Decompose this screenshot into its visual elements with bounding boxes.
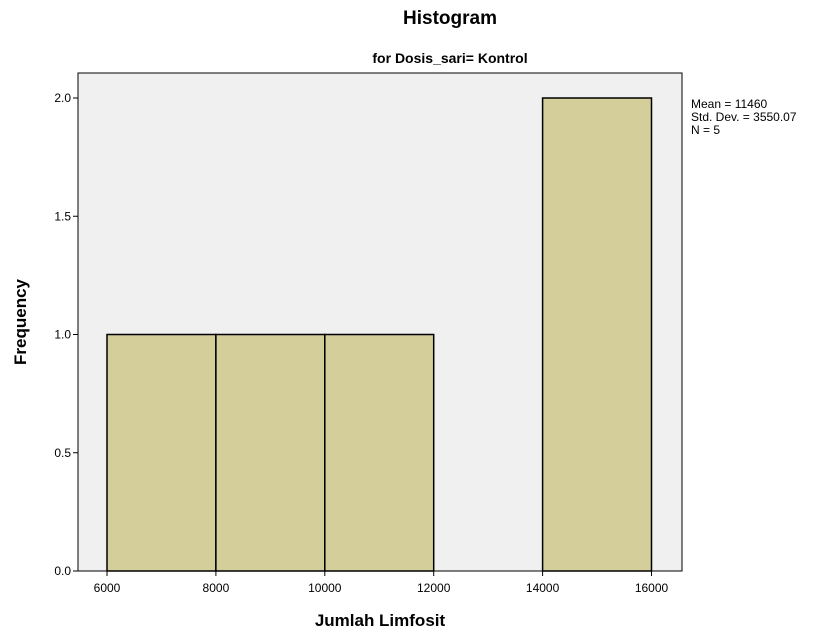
x-tick-label: 10000 bbox=[308, 581, 342, 595]
stat-mean: Mean = 11460 bbox=[691, 97, 768, 111]
histogram-bar-2 bbox=[324, 333, 435, 572]
y-tick-label: 2.0 bbox=[54, 91, 71, 105]
chart-title: Histogram bbox=[403, 8, 497, 29]
y-axis-label: Frequency bbox=[11, 278, 30, 365]
x-axis-label: Jumlah Limfosit bbox=[315, 611, 446, 630]
y-tick-label: 1.0 bbox=[54, 328, 71, 342]
y-tick-label: 1.5 bbox=[54, 209, 71, 223]
chart-subtitle: for Dosis_sari= Kontrol bbox=[372, 50, 528, 66]
y-tick-label: 0.0 bbox=[54, 564, 71, 578]
histogram-bar-4 bbox=[541, 97, 653, 572]
stat-std-dev: Std. Dev. = 3550.07 bbox=[691, 110, 797, 124]
stat-n: N = 5 bbox=[691, 123, 721, 137]
histogram-bar-1 bbox=[215, 333, 326, 572]
x-tick-label: 8000 bbox=[203, 581, 230, 595]
x-tick-label: 16000 bbox=[635, 581, 669, 595]
y-tick-label: 0.5 bbox=[54, 446, 71, 460]
bars-group bbox=[106, 97, 653, 572]
stats-legend: Mean = 11460 Std. Dev. = 3550.07 N = 5 bbox=[691, 98, 797, 137]
axes-group: 0.0 0.5 1.0 1.5 2.0 6000 8000 10000 12000 14000 16… bbox=[54, 91, 668, 595]
x-tick-label: 12000 bbox=[417, 581, 451, 595]
x-tick-label: 6000 bbox=[94, 581, 121, 595]
histogram-bar-0 bbox=[106, 333, 217, 572]
x-tick-label: 14000 bbox=[526, 581, 560, 595]
